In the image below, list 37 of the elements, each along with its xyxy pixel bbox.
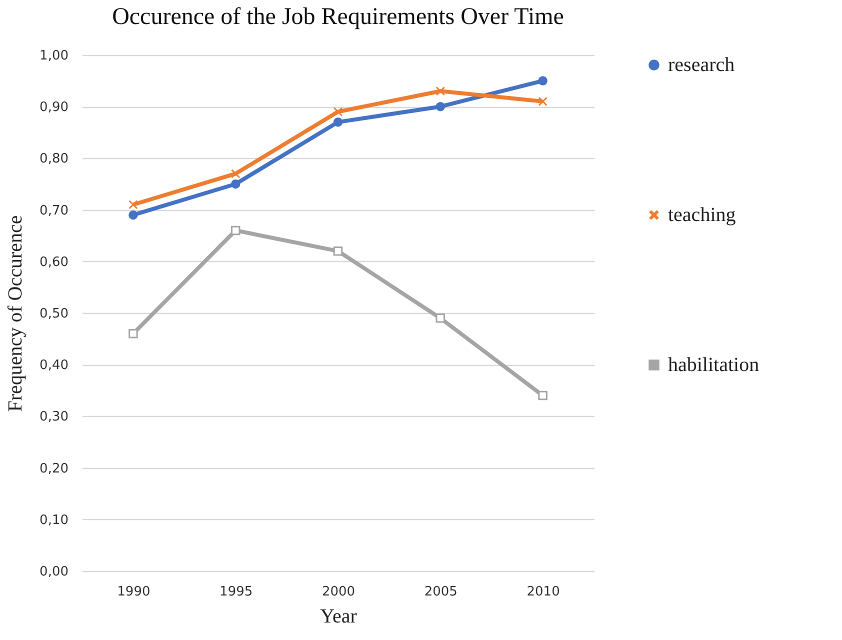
x-tick-label: 1990 xyxy=(117,584,150,600)
point xyxy=(230,226,240,236)
legend-label: teaching xyxy=(668,204,736,226)
x-axis-title: Year xyxy=(320,606,358,628)
x-tick-label: 2010 xyxy=(526,584,560,600)
point xyxy=(333,107,343,116)
point xyxy=(128,329,138,338)
y-tick-label: 1,00 xyxy=(40,48,68,64)
x-tick-label: 2005 xyxy=(424,584,458,600)
y-axis-title: Frequency of Occurence xyxy=(4,215,27,412)
legend-label: habilitation xyxy=(668,354,760,376)
y-tick-label: 0,70 xyxy=(40,203,68,218)
y-tick-label: 0,50 xyxy=(40,306,68,322)
y-tick-label: 0,30 xyxy=(40,410,68,425)
point xyxy=(230,169,240,178)
point xyxy=(436,314,446,323)
point xyxy=(538,96,548,106)
y-tick-label: 0,10 xyxy=(40,512,68,528)
y-tick-label: 0,60 xyxy=(40,254,68,270)
point xyxy=(230,179,240,189)
point xyxy=(538,390,548,400)
point xyxy=(333,246,343,256)
point xyxy=(436,102,446,112)
point xyxy=(436,86,446,96)
y-tick-label: 0,20 xyxy=(40,461,68,476)
x-tick-label: 1995 xyxy=(220,584,253,600)
chart-title: Occurence of the Job Requirements Over Time xyxy=(112,4,564,30)
x-tick-label: 2000 xyxy=(322,584,356,600)
y-tick-label: 0,80 xyxy=(40,152,68,167)
point xyxy=(538,76,548,86)
y-tick-label: 0,90 xyxy=(40,100,68,116)
legend-label: research xyxy=(668,54,735,76)
point xyxy=(128,210,138,220)
point xyxy=(333,117,343,127)
point xyxy=(128,200,138,210)
y-tick-label: 0,40 xyxy=(40,358,68,374)
y-tick-label: 0,00 xyxy=(40,564,68,580)
